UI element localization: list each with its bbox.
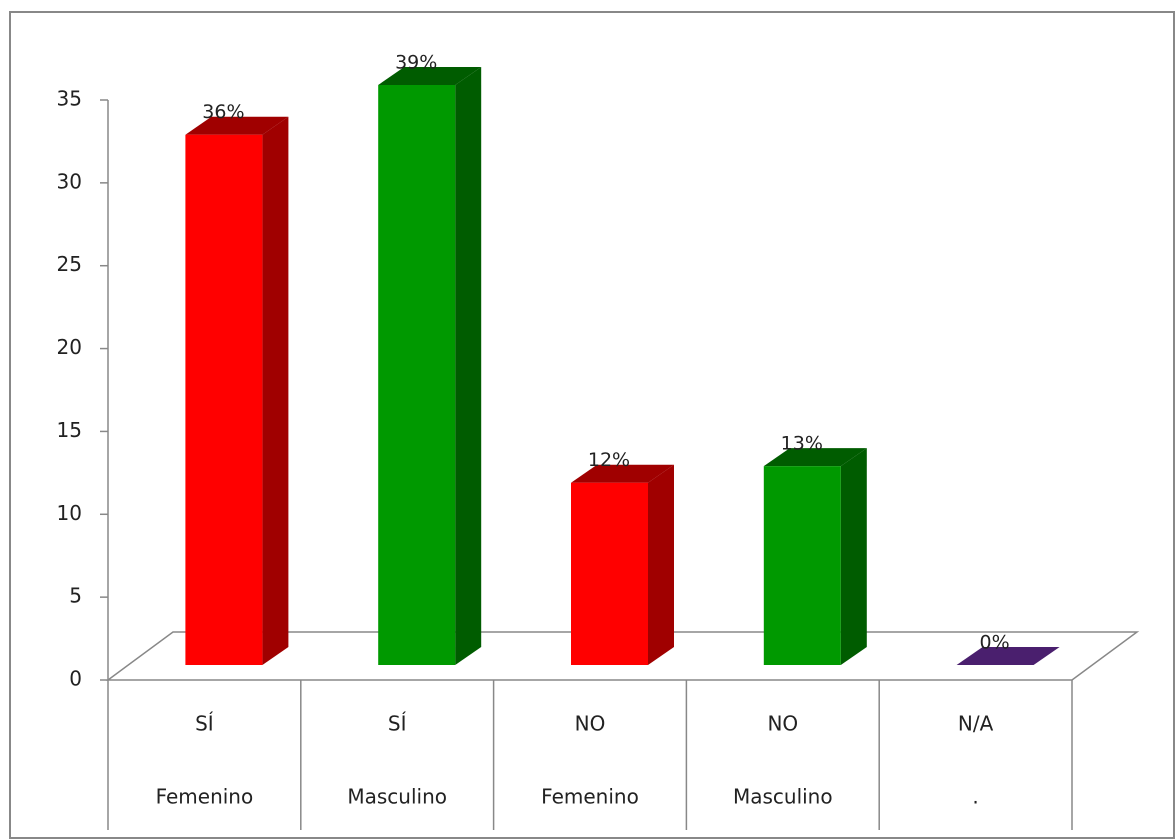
bar-top: [763, 448, 867, 467]
x-tick-label: NO: [575, 712, 606, 736]
bar-top: [571, 464, 674, 483]
y-tick-label: 35: [57, 87, 82, 111]
bar: [956, 647, 1060, 665]
x-tick-label: NO: [767, 712, 798, 736]
y-tick-label: 25: [57, 252, 82, 276]
y-tick-label: 10: [57, 501, 82, 525]
x-tick-label: Femenino: [541, 785, 639, 809]
bar-top: [956, 647, 1060, 665]
bar: [763, 448, 867, 665]
data-label: 13%: [781, 433, 823, 455]
bar-side: [262, 116, 289, 665]
data-label: 12%: [588, 449, 630, 471]
y-tick-label: 0: [69, 667, 82, 691]
bar-front: [571, 482, 648, 665]
y-tick-label: 30: [57, 169, 82, 193]
x-tick-label: N/A: [958, 712, 994, 736]
bar-front: [378, 85, 456, 665]
bar: [185, 116, 289, 665]
data-label: 36%: [202, 101, 244, 123]
x-tick-label: Masculino: [347, 785, 447, 809]
x-tick-label: Masculino: [733, 785, 833, 809]
bar: [571, 464, 674, 665]
x-tick-label: SÍ: [388, 712, 407, 736]
bar-front: [185, 134, 263, 665]
bar-top: [378, 67, 482, 85]
bar: [378, 67, 482, 665]
bar-side: [648, 464, 674, 665]
y-tick-label: 20: [57, 335, 82, 359]
y-tick-label: 5: [69, 584, 82, 608]
data-label: 39%: [395, 52, 437, 74]
y-tick-label: 15: [57, 418, 82, 442]
x-tick-label: SÍ: [195, 712, 214, 736]
bar-front: [763, 466, 841, 665]
bar-side: [840, 448, 867, 665]
data-label: 0%: [980, 632, 1010, 654]
bar-top: [185, 116, 289, 135]
x-tick-label: .: [972, 785, 978, 809]
x-tick-label: Femenino: [156, 785, 254, 809]
bar-side: [455, 67, 482, 665]
